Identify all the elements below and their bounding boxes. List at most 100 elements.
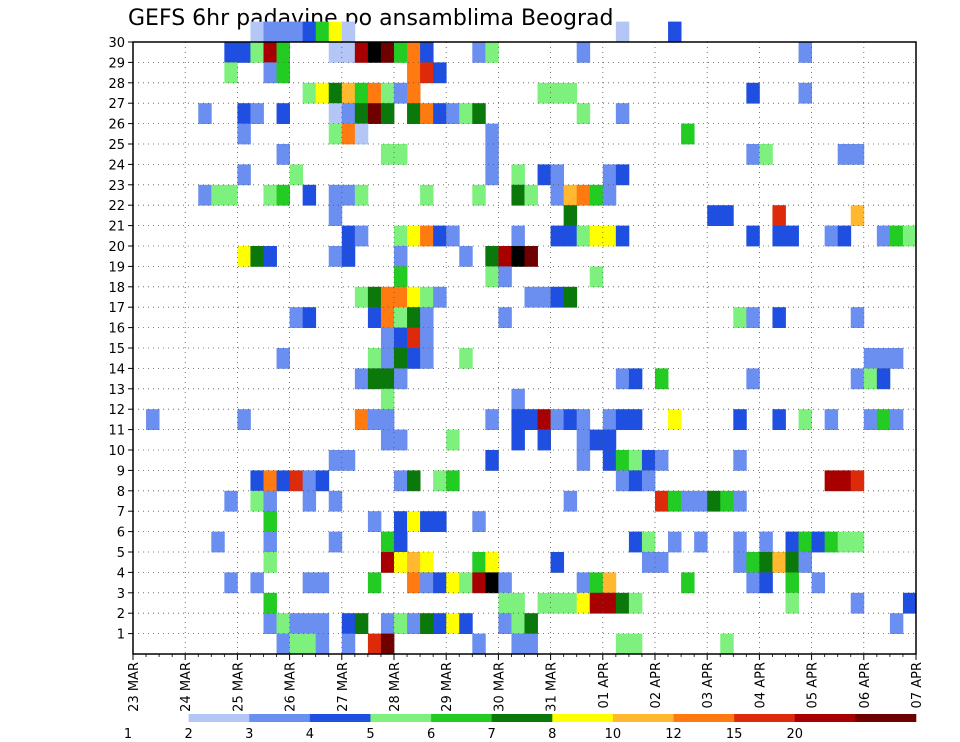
heatmap-cell	[511, 388, 525, 410]
heatmap-cell	[615, 450, 630, 471]
heatmap-cell	[498, 572, 512, 594]
heatmap-cell	[407, 225, 421, 247]
heatmap-cell	[746, 552, 760, 573]
heatmap-cell	[420, 307, 434, 328]
heatmap-cell	[367, 103, 382, 124]
heatmap-cell	[628, 470, 643, 492]
heatmap-cell	[433, 103, 447, 124]
heatmap-cell	[420, 348, 434, 369]
heatmap-cell	[380, 42, 395, 63]
x-tick-label: 27 MAR	[336, 662, 351, 712]
heatmap-cell	[394, 531, 408, 553]
heatmap-cell	[550, 164, 565, 186]
y-tick-label: 24	[108, 158, 125, 173]
heatmap-cell	[876, 368, 891, 390]
heatmap-cell	[341, 613, 356, 634]
heatmap-cell	[276, 184, 290, 206]
heatmap-cell	[380, 103, 395, 124]
heatmap-cell	[263, 531, 277, 553]
y-tick-label: 4	[117, 566, 125, 581]
y-tick-label: 19	[108, 260, 125, 275]
heatmap-cell	[302, 184, 317, 206]
heatmap-cell	[837, 225, 852, 247]
heatmap-cell	[367, 511, 382, 532]
heatmap-cell	[850, 307, 865, 328]
colorbar-segment	[673, 714, 735, 722]
colorbar-segment	[309, 714, 371, 722]
heatmap-cell	[615, 368, 630, 390]
y-tick-label: 25	[108, 138, 125, 153]
heatmap-cell	[550, 409, 565, 430]
heatmap-cell	[772, 205, 786, 226]
x-tick-label: 01 APR	[597, 662, 612, 708]
heatmap-cell	[263, 42, 277, 63]
heatmap-cell	[407, 348, 421, 369]
heatmap-cell	[394, 552, 408, 573]
y-tick-label: 13	[108, 383, 125, 398]
heatmap-cell	[224, 572, 238, 594]
heatmap-cell	[380, 633, 395, 655]
heatmap-cell	[602, 225, 617, 247]
y-tick-label: 3	[117, 587, 125, 602]
heatmap-cell	[263, 490, 277, 512]
heatmap-cell	[367, 572, 382, 594]
heatmap-cell	[589, 225, 604, 247]
heatmap-cell	[446, 613, 460, 634]
heatmap-cell	[276, 62, 290, 84]
heatmap-cell	[328, 246, 343, 267]
heatmap-cell	[250, 490, 264, 512]
heatmap-cell	[655, 490, 669, 512]
heatmap-cell	[824, 531, 839, 553]
heatmap-cell	[341, 123, 356, 145]
x-tick-label: 25 MAR	[231, 662, 246, 712]
heatmap-cell	[733, 531, 747, 553]
y-tick-label: 17	[108, 301, 125, 316]
heatmap-cell	[407, 286, 421, 308]
heatmap-cell	[433, 225, 447, 247]
heatmap-cell	[380, 409, 395, 430]
heatmap-cell	[446, 429, 460, 451]
colorbar-tick-label: 12	[665, 727, 682, 742]
heatmap-cell	[589, 572, 604, 594]
heatmap-cell	[276, 144, 290, 165]
heatmap-cell	[276, 633, 290, 655]
y-tick-label: 29	[108, 56, 125, 71]
heatmap-cell	[433, 62, 447, 84]
heatmap-cell	[328, 103, 343, 124]
heatmap-cell	[733, 450, 747, 471]
heatmap-cell	[276, 21, 290, 43]
heatmap-cell	[785, 552, 799, 573]
heatmap-cell	[354, 184, 369, 206]
heatmap-cell	[446, 572, 460, 594]
heatmap-cell	[211, 184, 225, 206]
heatmap-cell	[459, 103, 473, 124]
heatmap-cell	[250, 42, 264, 63]
heatmap-cell	[446, 225, 460, 247]
heatmap-cell	[446, 470, 460, 492]
heatmap-cell	[315, 633, 330, 655]
heatmap-cell	[224, 62, 238, 84]
heatmap-cell	[641, 552, 656, 573]
heatmap-cell	[354, 409, 369, 430]
heatmap-cell	[720, 490, 734, 512]
heatmap-cell	[485, 409, 499, 430]
heatmap-cell	[746, 368, 760, 390]
heatmap-cell	[302, 613, 317, 634]
heatmap-cell	[524, 184, 538, 206]
heatmap-cell	[407, 82, 421, 104]
heatmap-cell	[394, 429, 408, 451]
heatmap-cell	[694, 490, 708, 512]
heatmap-cell	[407, 511, 421, 532]
heatmap-cell	[576, 42, 591, 63]
heatmap-cell	[589, 266, 604, 288]
heatmap-cell	[276, 42, 290, 63]
heatmap-cell	[420, 42, 434, 63]
heatmap-cell	[472, 184, 486, 206]
heatmap-cell	[707, 205, 721, 226]
heatmap-cell	[485, 123, 499, 145]
heatmap-cell	[550, 552, 565, 573]
heatmap-cell	[589, 429, 604, 451]
heatmap-cell	[850, 368, 865, 390]
heatmap-cell	[328, 123, 343, 145]
heatmap-cell	[537, 82, 551, 104]
